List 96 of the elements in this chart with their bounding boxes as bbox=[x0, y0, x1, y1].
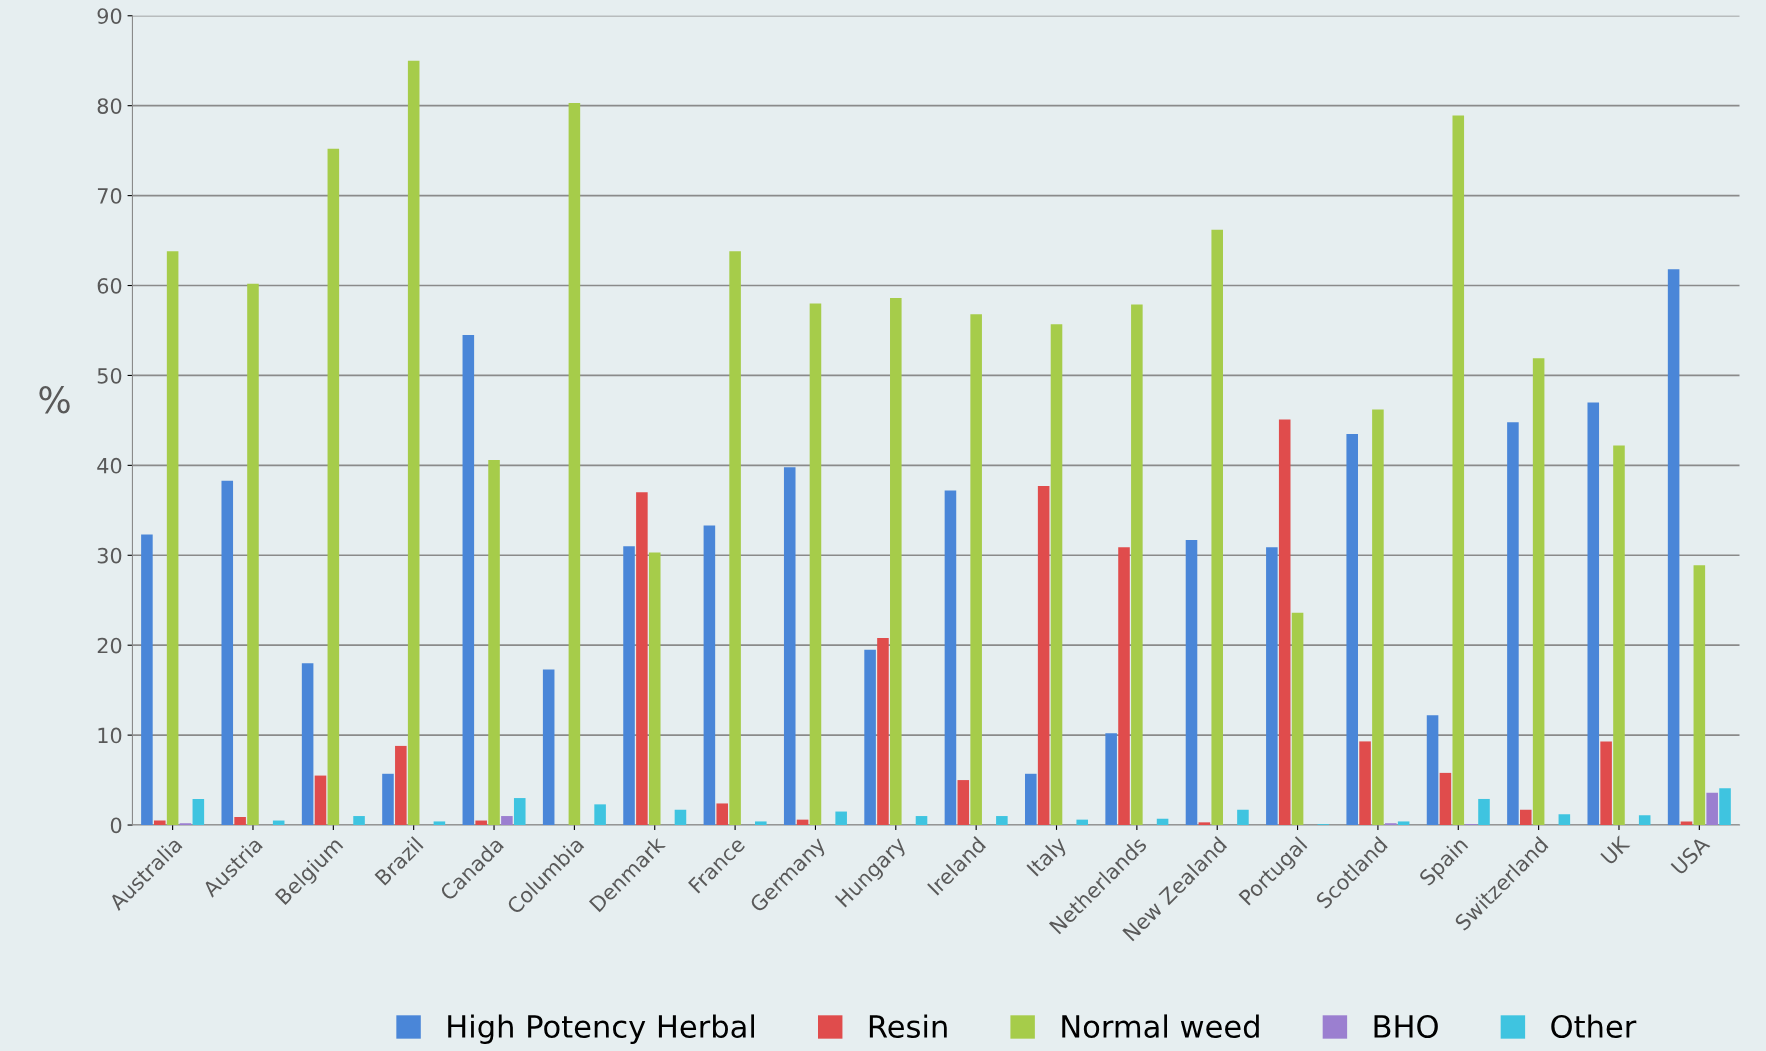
bar bbox=[1131, 304, 1143, 826]
bar bbox=[594, 804, 606, 826]
bar bbox=[809, 303, 822, 826]
bar bbox=[1426, 715, 1439, 826]
legend-label: Other bbox=[1551, 1014, 1637, 1039]
bar bbox=[501, 816, 513, 826]
bar bbox=[648, 552, 661, 826]
bar bbox=[513, 798, 526, 826]
legend-label: Normal weed bbox=[1062, 1014, 1259, 1039]
bar bbox=[1439, 772, 1452, 826]
bar bbox=[1532, 358, 1545, 826]
bar bbox=[542, 669, 555, 826]
bar bbox=[970, 314, 982, 826]
bar bbox=[353, 816, 365, 826]
bar bbox=[1050, 324, 1063, 826]
bar bbox=[1638, 815, 1651, 826]
legend-label: High Potency Herbal bbox=[448, 1014, 755, 1044]
bar bbox=[1600, 741, 1612, 826]
bar bbox=[1719, 788, 1731, 826]
bar bbox=[1452, 115, 1465, 826]
bar bbox=[407, 60, 420, 826]
y-tick-label: 90 bbox=[97, 8, 122, 24]
bar bbox=[1706, 792, 1718, 826]
bar bbox=[1558, 814, 1571, 826]
bar bbox=[783, 467, 796, 826]
bar bbox=[1693, 565, 1706, 826]
bar bbox=[1613, 445, 1625, 826]
bar bbox=[1680, 821, 1693, 826]
bar bbox=[488, 459, 500, 826]
bar bbox=[1278, 419, 1291, 826]
bar bbox=[755, 821, 767, 826]
bar bbox=[890, 298, 902, 826]
bar bbox=[835, 811, 847, 826]
bar bbox=[462, 334, 475, 826]
y-tick-label: 20 bbox=[97, 637, 122, 654]
bar bbox=[1667, 269, 1680, 826]
bar bbox=[234, 816, 246, 826]
y-tick-label: 10 bbox=[98, 727, 122, 744]
bar bbox=[192, 798, 205, 826]
bar bbox=[153, 820, 166, 826]
bar bbox=[1372, 409, 1384, 826]
bar bbox=[1211, 229, 1223, 826]
bar bbox=[1507, 422, 1519, 826]
bar bbox=[864, 649, 876, 826]
bar bbox=[944, 490, 957, 826]
bar bbox=[957, 780, 970, 826]
bar bbox=[1076, 819, 1089, 826]
bar bbox=[1237, 809, 1249, 826]
bar bbox=[1359, 741, 1371, 826]
bar bbox=[247, 283, 259, 826]
x-tick-label: UK bbox=[1600, 834, 1631, 866]
bar bbox=[1118, 547, 1130, 826]
bar bbox=[395, 745, 407, 826]
y-tick-label: 40 bbox=[97, 457, 122, 474]
bar bbox=[568, 102, 581, 826]
bar bbox=[327, 148, 340, 826]
bar bbox=[1198, 822, 1211, 826]
bar bbox=[1156, 818, 1169, 826]
bar bbox=[716, 803, 729, 826]
bar bbox=[1025, 773, 1037, 826]
bar bbox=[729, 251, 741, 826]
bar bbox=[1587, 402, 1600, 826]
bar bbox=[1037, 486, 1050, 826]
bar bbox=[703, 525, 716, 826]
bar bbox=[636, 492, 648, 826]
bar bbox=[1185, 539, 1198, 826]
x-tick-label: USA bbox=[1670, 835, 1711, 876]
bar bbox=[1266, 547, 1278, 826]
bar bbox=[301, 663, 314, 826]
bar bbox=[1346, 433, 1358, 826]
y-tick-label: 80 bbox=[97, 98, 122, 114]
bar bbox=[915, 816, 928, 826]
bar bbox=[623, 546, 635, 826]
y-tick-label: 50 bbox=[97, 367, 122, 384]
y-tick-label: 60 bbox=[97, 277, 122, 294]
bar bbox=[221, 480, 234, 826]
bar bbox=[674, 809, 687, 826]
legend-label: Resin bbox=[869, 1014, 947, 1039]
bar bbox=[1519, 809, 1532, 826]
legend-label: BHO bbox=[1374, 1014, 1438, 1039]
bar bbox=[382, 773, 394, 826]
bar bbox=[1397, 821, 1410, 826]
y-axis-title: % bbox=[39, 386, 70, 414]
bar bbox=[1291, 612, 1304, 826]
y-tick-label: 70 bbox=[97, 188, 122, 204]
bar bbox=[877, 638, 889, 826]
bar bbox=[1478, 798, 1490, 826]
bar bbox=[314, 775, 327, 826]
bar bbox=[166, 251, 179, 826]
bar bbox=[433, 821, 446, 826]
bar bbox=[996, 816, 1008, 826]
bar bbox=[475, 820, 487, 826]
y-tick-label: 30 bbox=[97, 547, 122, 564]
y-tick-label: 0 bbox=[110, 817, 122, 834]
bar bbox=[1105, 733, 1117, 826]
bar bbox=[141, 534, 153, 826]
